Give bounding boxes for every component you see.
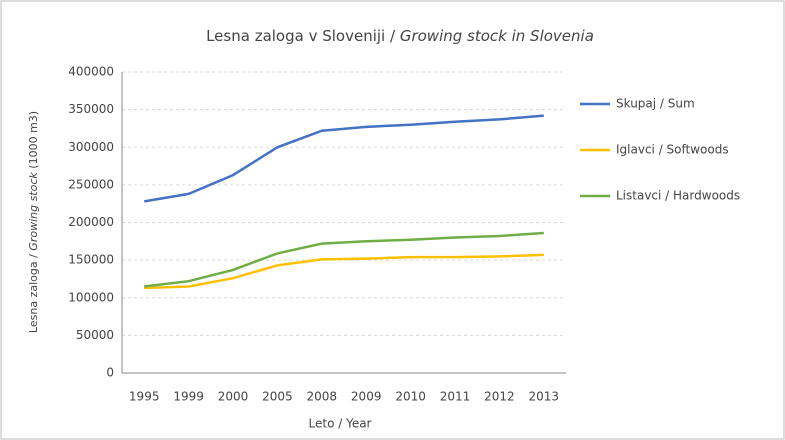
x-tick-label: 2008 [307,390,338,404]
x-axis-label: Leto / Year [309,417,372,431]
y-label-part: Growing stock [27,172,40,251]
y-label-part: Lesna zaloga / [27,254,40,333]
y-label-part: (1000 m3) [27,111,40,169]
legend-label: Iglavci / Softwoods [616,143,729,157]
x-tick-label: 1995 [129,390,160,404]
x-tick-label: 2010 [395,390,426,404]
y-tick-label: 400000 [68,65,114,79]
y-tick-label: 350000 [68,102,114,116]
y-tick-label: 50000 [76,328,114,342]
y-tick-label: 100000 [68,290,114,304]
x-tick-label: 2000 [218,390,249,404]
series-line [144,253,544,290]
series-line [143,114,544,203]
title-part: Growing stock in Slovenia [400,27,594,45]
y-tick-label: 150000 [68,253,114,267]
legend-label: Listavci / Hardwoods [616,189,740,203]
legend-label: Skupaj / Sum [616,97,695,111]
x-tick-label: 2009 [351,390,382,404]
y-tick-label: 300000 [68,140,114,154]
chart-title: Lesna zaloga v Sloveniji / Growing stock… [206,27,594,45]
y-axis-label: Lesna zaloga / Growing stock (1000 m3) [27,111,40,333]
x-tick-label: 2005 [262,390,293,404]
y-tick-label: 250000 [68,177,114,191]
y-tick-label: 200000 [68,215,114,229]
x-tick-label: 2013 [529,390,560,404]
x-tick-label: 1999 [173,390,204,404]
x-tick-label: 2011 [440,390,471,404]
x-tick-label: 2012 [484,390,515,404]
y-tick-label: 0 [106,366,114,380]
title-part: Lesna zaloga v Sloveniji / [206,27,396,45]
series-line [144,231,544,288]
